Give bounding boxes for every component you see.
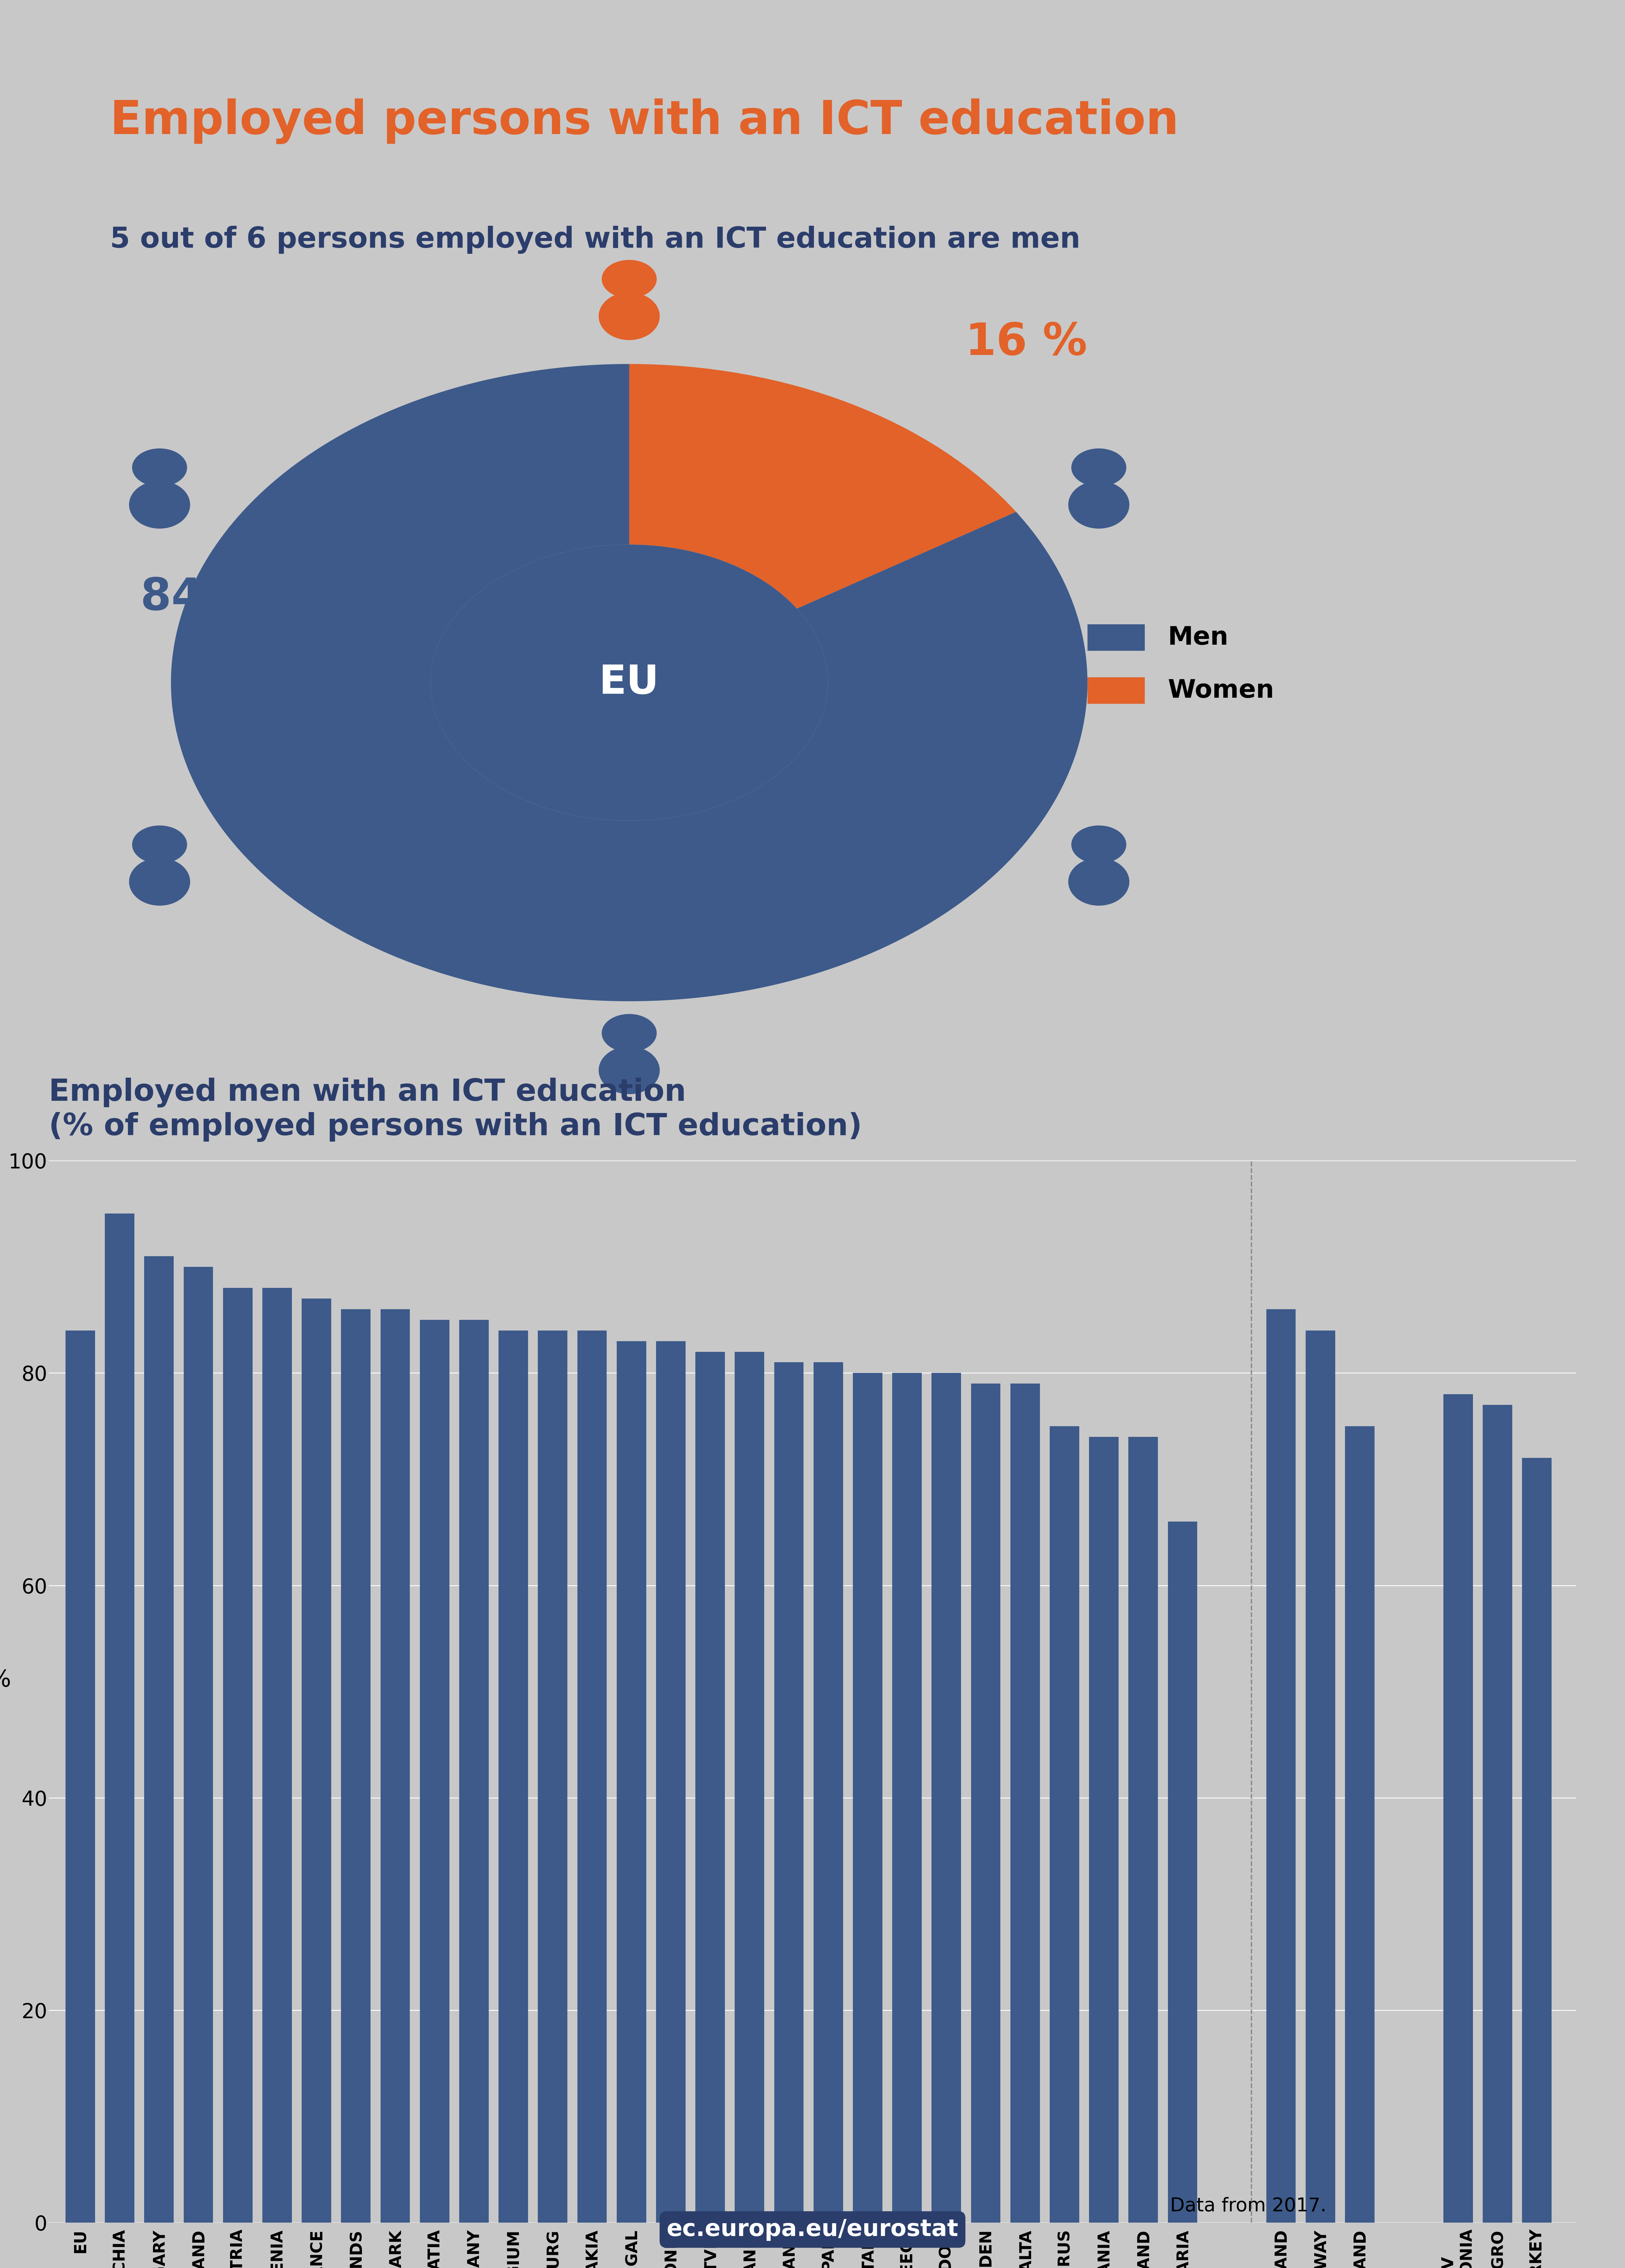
Circle shape <box>132 826 187 864</box>
Ellipse shape <box>1068 857 1129 905</box>
Bar <box>1050 1427 1079 2223</box>
Bar <box>577 1331 606 2223</box>
Text: Men: Men <box>1168 626 1228 651</box>
Bar <box>145 1256 174 2223</box>
Bar <box>931 1372 960 2223</box>
Bar <box>892 1372 921 2223</box>
Circle shape <box>601 1014 656 1052</box>
Bar <box>223 1288 252 2223</box>
Bar <box>1482 1404 1513 2223</box>
Bar <box>853 1372 882 2223</box>
Text: 5 out of 6 persons employed with an ICT education are men: 5 out of 6 persons employed with an ICT … <box>110 227 1081 254</box>
Ellipse shape <box>598 293 660 340</box>
Bar <box>734 1352 764 2223</box>
Circle shape <box>601 261 656 297</box>
Bar <box>774 1363 804 2223</box>
Bar <box>65 1331 94 2223</box>
Bar <box>814 1363 843 2223</box>
Ellipse shape <box>128 481 190 528</box>
Bar <box>1346 1427 1375 2223</box>
Bar <box>499 1331 528 2223</box>
Bar <box>1089 1436 1118 2223</box>
Bar <box>302 1300 332 2223</box>
Bar <box>1266 1309 1295 2223</box>
Bar <box>1128 1436 1159 2223</box>
Bar <box>460 1320 489 2223</box>
Bar <box>380 1309 410 2223</box>
Bar <box>106 1213 135 2223</box>
Bar <box>1443 1395 1472 2223</box>
Ellipse shape <box>1068 481 1129 528</box>
Ellipse shape <box>128 857 190 905</box>
Bar <box>1011 1383 1040 2223</box>
Text: Employed men with an ICT education
(% of employed persons with an ICT education): Employed men with an ICT education (% of… <box>49 1077 863 1141</box>
Text: 16 %: 16 % <box>965 322 1087 365</box>
Bar <box>1523 1458 1552 2223</box>
Bar <box>341 1309 371 2223</box>
Text: Women: Women <box>1168 678 1274 703</box>
Bar <box>616 1340 647 2223</box>
Wedge shape <box>629 363 1016 608</box>
Circle shape <box>1071 826 1126 864</box>
Wedge shape <box>171 363 1087 1000</box>
Bar <box>419 1320 450 2223</box>
Bar <box>1168 1522 1198 2223</box>
Text: EU: EU <box>600 662 660 703</box>
Bar <box>656 1340 686 2223</box>
Circle shape <box>1071 449 1126 488</box>
Bar <box>538 1331 567 2223</box>
Text: 84 %: 84 % <box>140 576 262 619</box>
Bar <box>696 1352 725 2223</box>
Bar <box>1305 1331 1336 2223</box>
Circle shape <box>132 449 187 488</box>
Bar <box>1087 624 1144 651</box>
Bar <box>262 1288 292 2223</box>
Text: ec.europa.eu/eurostat: ec.europa.eu/eurostat <box>666 2218 959 2241</box>
Text: Data from 2017.: Data from 2017. <box>1170 2198 1326 2216</box>
Bar <box>184 1268 213 2223</box>
Circle shape <box>431 544 827 821</box>
Bar <box>972 1383 1001 2223</box>
Text: Employed persons with an ICT education: Employed persons with an ICT education <box>110 98 1178 145</box>
Bar <box>1087 678 1144 703</box>
Y-axis label: %: % <box>0 1669 11 1692</box>
Ellipse shape <box>598 1046 660 1093</box>
